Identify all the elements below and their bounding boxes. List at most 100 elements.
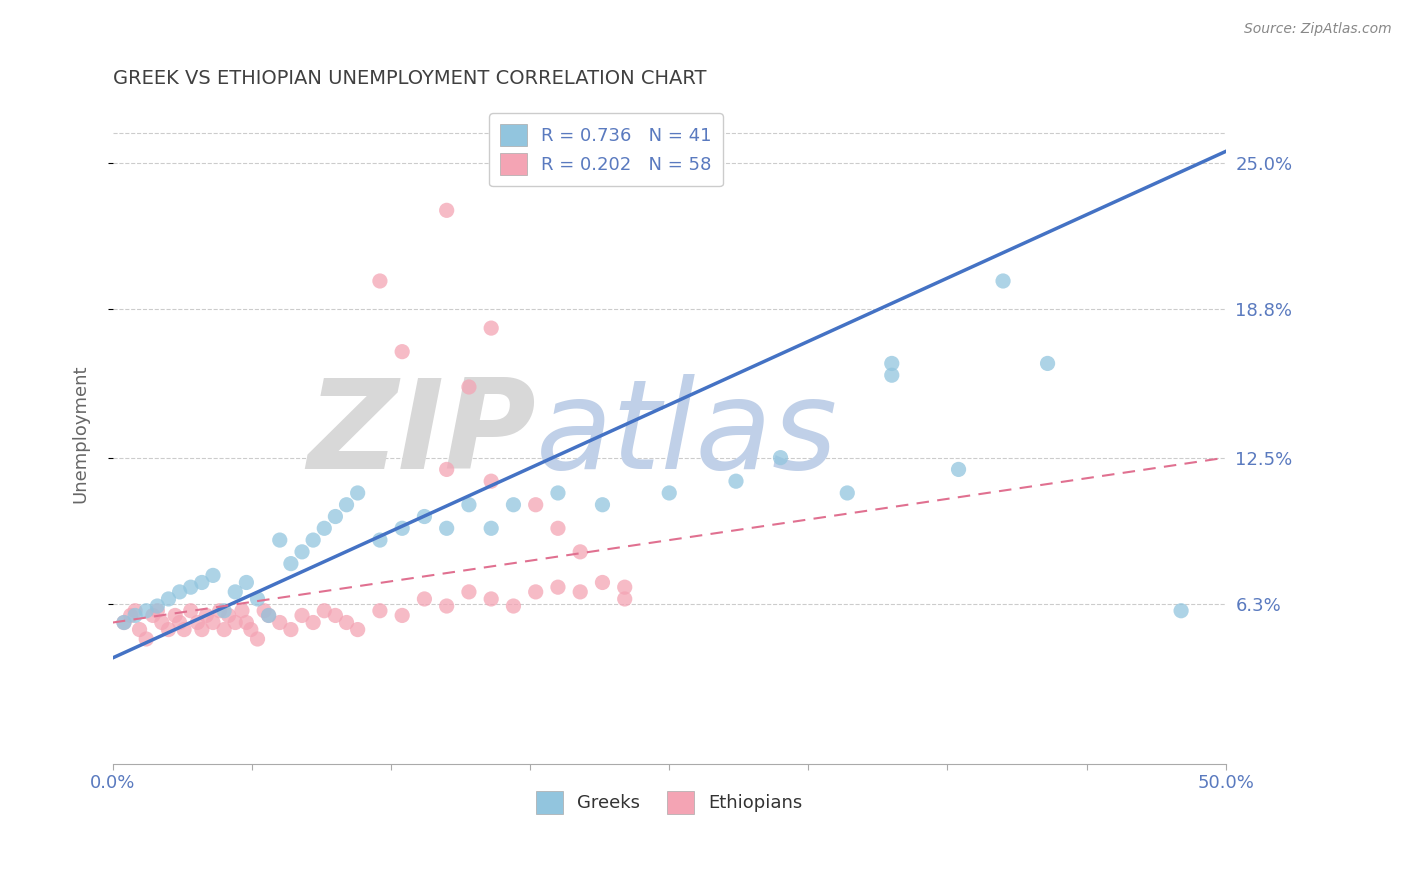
Point [280,557,302,571]
Point [231,604,253,618]
Point [124,604,146,618]
Point [169,585,191,599]
Text: Source: ZipAtlas.com: Source: ZipAtlas.com [1244,22,1392,37]
Point [591,498,613,512]
Point [948,462,970,476]
Point [246,632,269,646]
Point [837,486,859,500]
Point [173,623,195,637]
Point [157,623,180,637]
Point [239,623,262,637]
Point [436,521,458,535]
Point [124,608,146,623]
Point [314,604,336,618]
Point [524,585,547,599]
Point [201,615,224,630]
Point [291,545,314,559]
Point [128,623,150,637]
Point [569,585,592,599]
Point [235,615,257,630]
Point [335,615,357,630]
Point [1170,604,1192,618]
Point [291,608,314,623]
Point [413,591,436,606]
Point [302,615,325,630]
Point [458,498,481,512]
Point [502,599,524,613]
Point [325,509,347,524]
Point [269,533,291,547]
Point [502,498,524,512]
Point [436,599,458,613]
Point [391,521,413,535]
Point [769,450,792,465]
Point [218,608,240,623]
Point [368,533,391,547]
Point [1036,356,1059,370]
Point [212,623,235,637]
Point [169,615,191,630]
Point [146,599,169,613]
Point [201,568,224,582]
Point [191,623,214,637]
Point [479,474,502,488]
Point [436,203,458,218]
Point [157,591,180,606]
Point [547,521,569,535]
Legend: Greeks, Ethiopians: Greeks, Ethiopians [529,784,810,821]
Point [253,604,276,618]
Point [479,591,502,606]
Point [391,608,413,623]
Point [135,632,157,646]
Text: GREEK VS ETHIOPIAN UNEMPLOYMENT CORRELATION CHART: GREEK VS ETHIOPIAN UNEMPLOYMENT CORRELAT… [112,69,706,87]
Point [191,575,214,590]
Text: atlas: atlas [536,374,838,494]
Point [212,604,235,618]
Point [335,498,357,512]
Point [257,608,280,623]
Point [135,604,157,618]
Point [991,274,1014,288]
Point [524,498,547,512]
Point [112,615,135,630]
Point [269,615,291,630]
Text: ZIP: ZIP [307,374,536,494]
Point [880,356,903,370]
Point [120,608,142,623]
Point [280,623,302,637]
Point [346,486,368,500]
Point [413,509,436,524]
Point [146,604,169,618]
Point [246,591,269,606]
Point [314,521,336,535]
Point [142,608,165,623]
Point [436,462,458,476]
Point [257,608,280,623]
Point [325,608,347,623]
Point [479,521,502,535]
Point [224,615,246,630]
Point [150,615,173,630]
Point [658,486,681,500]
Point [458,380,481,394]
Point [180,580,202,594]
Point [880,368,903,383]
Point [547,486,569,500]
Point [208,604,231,618]
Point [180,604,202,618]
Point [613,591,636,606]
Point [368,274,391,288]
Point [591,575,613,590]
Point [458,585,481,599]
Point [368,604,391,618]
Point [186,615,208,630]
Point [613,580,636,594]
Point [112,615,135,630]
Point [302,533,325,547]
Point [165,608,187,623]
Point [195,608,218,623]
Y-axis label: Unemployment: Unemployment [72,365,89,503]
Point [391,344,413,359]
Point [224,585,246,599]
Point [724,474,747,488]
